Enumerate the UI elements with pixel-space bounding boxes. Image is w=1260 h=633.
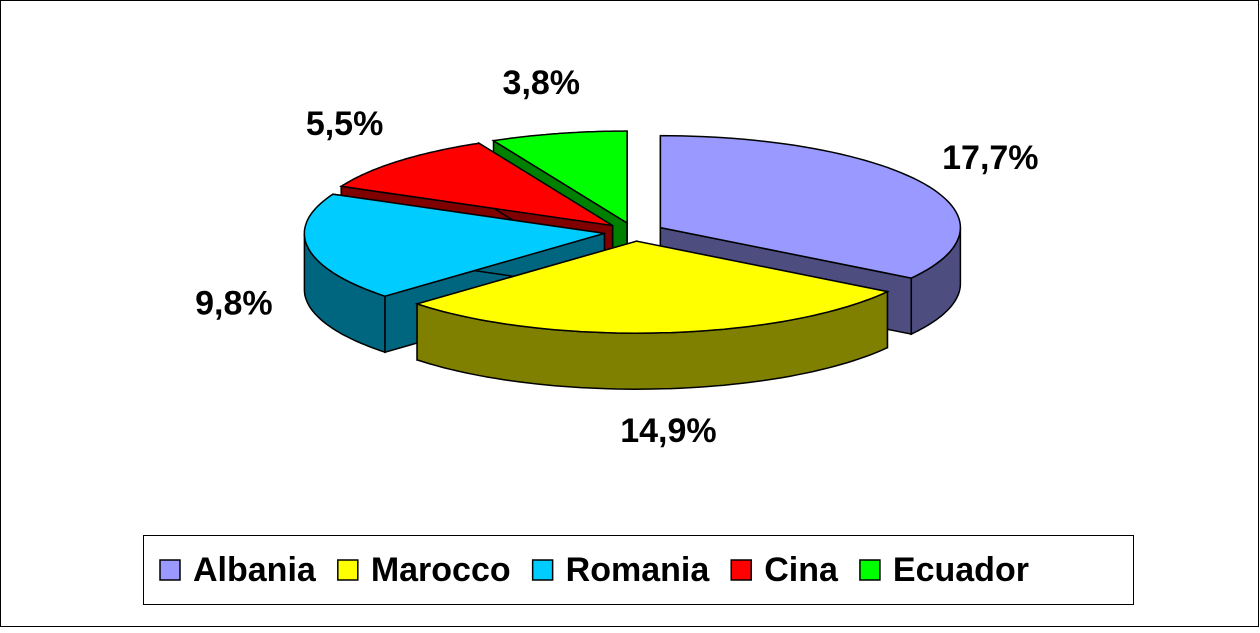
legend-label: Marocco (371, 551, 511, 589)
legend-swatch (531, 559, 554, 581)
legend-label: Cina (764, 551, 839, 589)
data-label: 14,9% (620, 412, 716, 450)
slice (491, 130, 628, 225)
slice (659, 134, 962, 279)
slice (339, 142, 613, 227)
data-label: 5,5% (306, 105, 384, 143)
slice (414, 240, 890, 334)
legend-swatch (730, 559, 752, 581)
data-label: 9,8% (195, 285, 273, 323)
legend-swatch (159, 559, 181, 581)
slice (303, 193, 605, 297)
data-label: 17,7% (942, 139, 1038, 177)
data-label: 3,8% (503, 64, 581, 102)
legend-label: Albania (193, 551, 317, 589)
legend-label: Ecuador (893, 551, 1029, 589)
legend-box (143, 535, 1134, 605)
legend-swatch (859, 559, 881, 581)
legend-swatch (337, 559, 359, 581)
legend-label: Romania (566, 551, 711, 589)
